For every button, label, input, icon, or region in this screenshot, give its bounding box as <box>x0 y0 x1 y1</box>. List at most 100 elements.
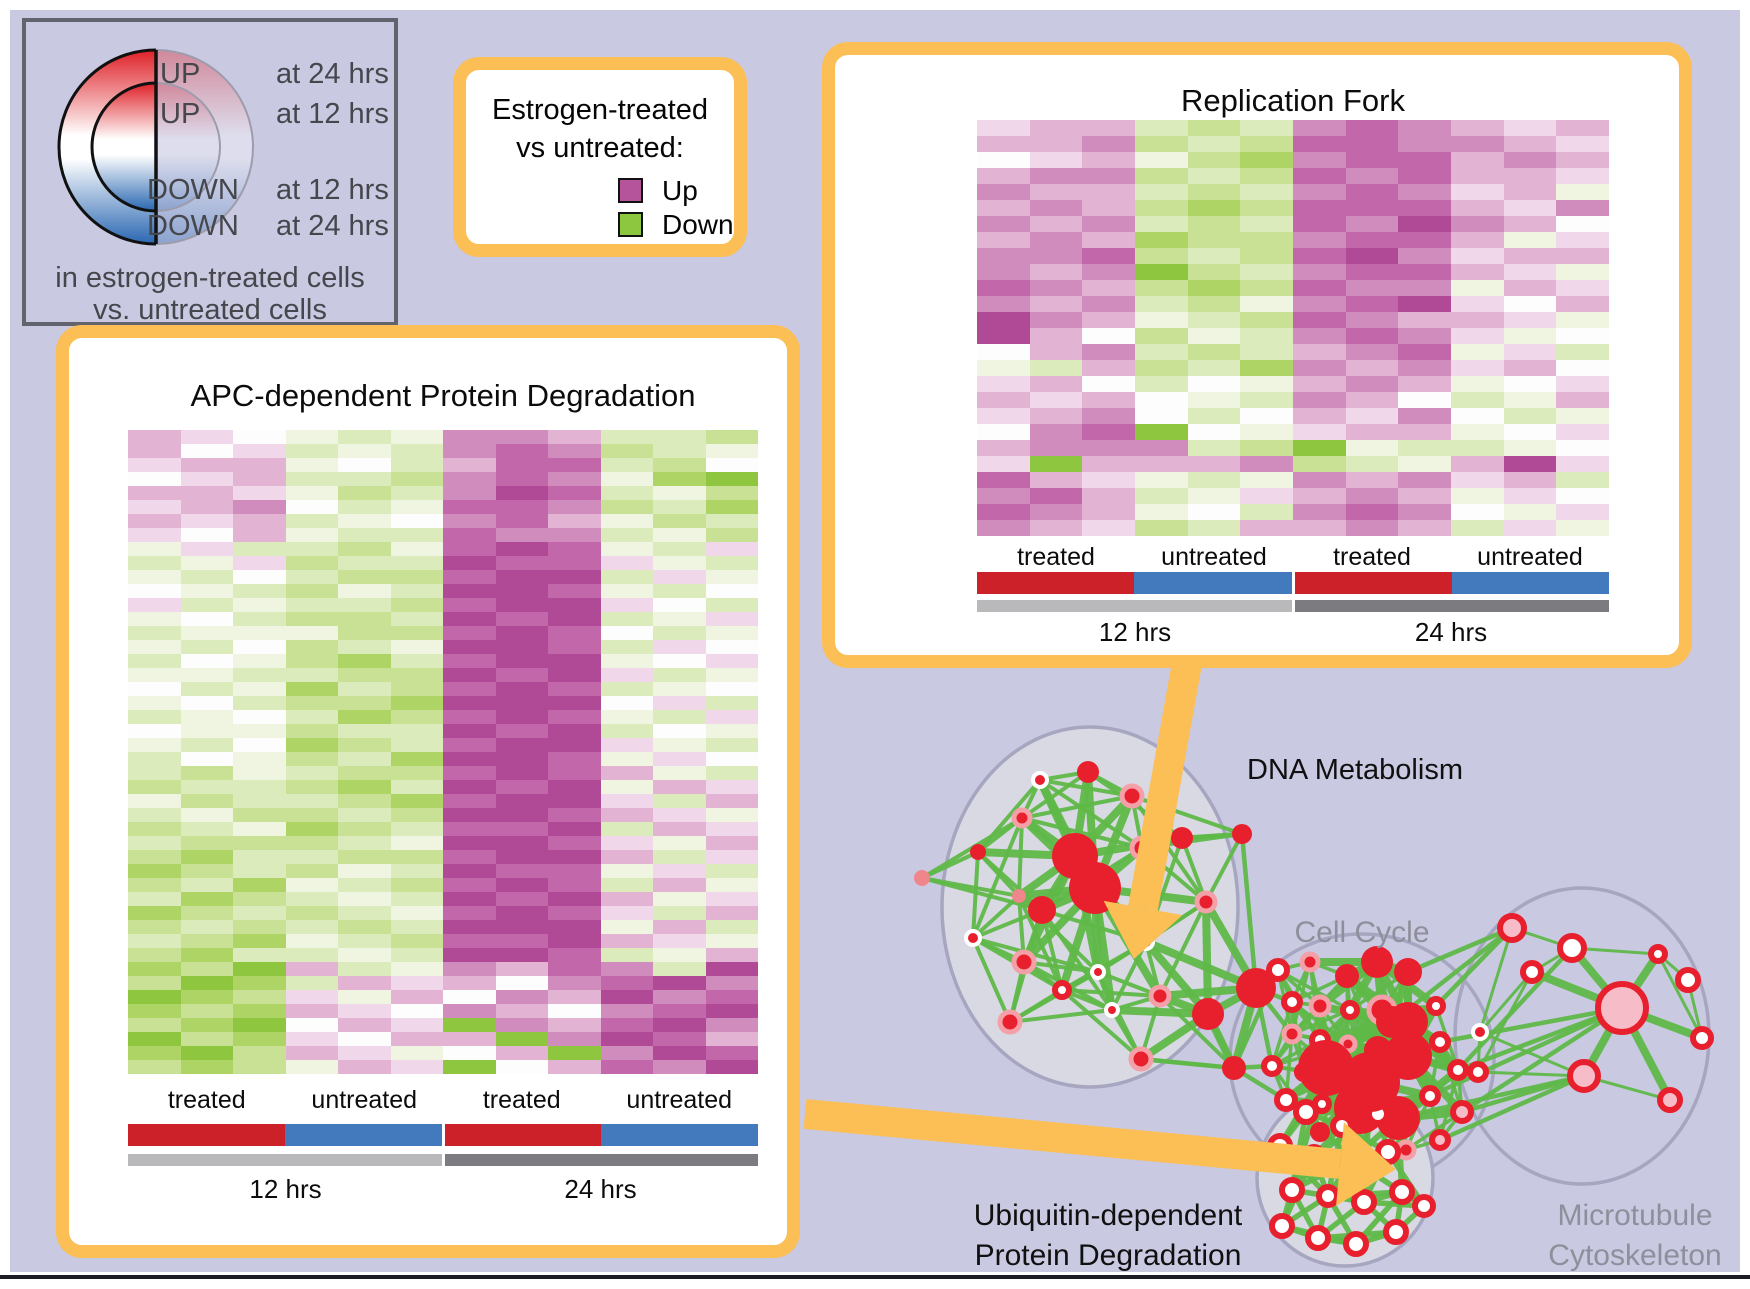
heatmap-cell <box>600 1018 653 1032</box>
heatmap-cell <box>128 780 181 794</box>
decoder-time-down12: at 12 hrs <box>276 174 389 206</box>
heatmap-row <box>128 962 758 976</box>
network-edge <box>1460 1006 1624 1114</box>
network-edge <box>1020 770 1090 820</box>
heatmap-cell <box>128 1046 181 1060</box>
heatmap-cell <box>600 1032 653 1046</box>
heatmap-cell <box>495 976 548 990</box>
heatmap-cell <box>548 1046 601 1060</box>
heatmap-cell <box>338 528 391 542</box>
heatmap-cell <box>653 668 706 682</box>
heatmap-cell <box>390 724 443 738</box>
time-bar-12hrs <box>128 1154 445 1166</box>
heatmap-cell <box>977 120 1030 136</box>
gene-node-donut <box>1467 1061 1489 1083</box>
heatmap-cell <box>1135 376 1188 392</box>
callout-arrow-1 <box>803 1099 1396 1206</box>
heatmap-cell <box>1556 296 1610 312</box>
heatmap-row <box>128 598 758 612</box>
heatmap-cell <box>1240 488 1294 504</box>
network-edge <box>1158 994 1236 1070</box>
heatmap-cell <box>653 1018 706 1032</box>
heatmap-cell <box>128 584 181 598</box>
network-edge <box>1110 941 1148 1011</box>
heatmap-cell <box>390 542 443 556</box>
heatmap-cell <box>705 444 758 458</box>
heatmap-cell <box>338 752 391 766</box>
heatmap-cell <box>338 878 391 892</box>
decoder-legend-box: UP at 24 hrs UP at 12 hrs DOWN at 12 hrs… <box>22 18 398 326</box>
heatmap-cell <box>548 1060 601 1074</box>
heatmap-cell <box>1293 456 1346 472</box>
heatmap-row <box>128 710 758 724</box>
heatmap-cell <box>495 1004 548 1018</box>
gene-node-donut <box>1375 1139 1401 1165</box>
heatmap-cell <box>600 528 653 542</box>
gene-node-donut <box>1281 991 1303 1013</box>
heatmap-cell <box>180 892 233 906</box>
network-edge <box>1477 1070 1585 1078</box>
heatmap-cell <box>180 542 233 556</box>
heatmap-cell <box>390 934 443 948</box>
heatmap-cell <box>180 696 233 710</box>
gene-node-donut <box>1419 1085 1441 1107</box>
heatmap-cell <box>495 892 548 906</box>
heatmap-cell <box>1293 216 1346 232</box>
heatmap-cell <box>548 682 601 696</box>
heatmap-cell <box>128 710 181 724</box>
heatmap-cell <box>1556 312 1610 328</box>
heatmap-cell <box>1556 248 1610 264</box>
heatmap-cell <box>390 808 443 822</box>
heatmap-cell <box>495 738 548 752</box>
heatmap-cell <box>1082 376 1136 392</box>
heatmap-cell <box>977 136 1030 152</box>
heatmap-cell <box>285 780 338 794</box>
heatmap-cell <box>128 738 181 752</box>
microtubule-label-line1: Microtubule <box>1557 1199 1713 1232</box>
heatmap-cell <box>1503 488 1557 504</box>
heatmap-cell <box>495 458 548 472</box>
heatmap-cell <box>1029 216 1083 232</box>
gene-node-pinkdonut <box>1429 1129 1451 1151</box>
heatmap-cell <box>180 444 233 458</box>
heatmap-cell <box>1135 504 1188 520</box>
heatmap-cell <box>1293 136 1346 152</box>
heatmap-cell <box>600 906 653 920</box>
heatmap-cell <box>1082 280 1136 296</box>
heatmap-cell <box>600 990 653 1004</box>
heatmap-cell <box>1029 472 1083 488</box>
heatmap-row <box>128 500 758 514</box>
heatmap-cell <box>1345 152 1399 168</box>
heatmap-cell <box>1556 360 1610 376</box>
network-edge <box>1239 833 1259 989</box>
heatmap-cell <box>390 990 443 1004</box>
heatmap-cell <box>548 500 601 514</box>
heatmap-cell <box>233 486 286 500</box>
heatmap-cell <box>1082 120 1136 136</box>
heatmap-cell <box>390 696 443 710</box>
heatmap-cell <box>338 780 391 794</box>
heatmap-cell <box>653 738 706 752</box>
heatmap-cell <box>390 1060 443 1074</box>
heatmap-row <box>977 408 1610 424</box>
heatmap-cell <box>1503 248 1557 264</box>
gene-node-solid <box>1171 827 1193 849</box>
decoder-dir-down12: DOWN <box>147 174 239 206</box>
gene-node-solid <box>1340 1052 1400 1112</box>
heatmap-row <box>128 612 758 626</box>
heatmap-cell <box>1503 440 1557 456</box>
heatmap-cell <box>1345 488 1399 504</box>
heatmap-cell <box>390 710 443 724</box>
heatmap-cell <box>600 682 653 696</box>
heatmap-cell <box>443 948 496 962</box>
heatmap-cell <box>1345 264 1399 280</box>
heatmap-cell <box>1187 424 1241 440</box>
heatmap-cell <box>600 486 653 500</box>
heatmap-cell <box>1135 152 1188 168</box>
heatmap-cell <box>653 934 706 948</box>
heatmap-row <box>977 520 1610 536</box>
heatmap-cell <box>338 500 391 514</box>
heatmap-cell <box>1135 360 1188 376</box>
heatmap-cell <box>233 836 286 850</box>
heatmap-cell <box>1029 264 1083 280</box>
